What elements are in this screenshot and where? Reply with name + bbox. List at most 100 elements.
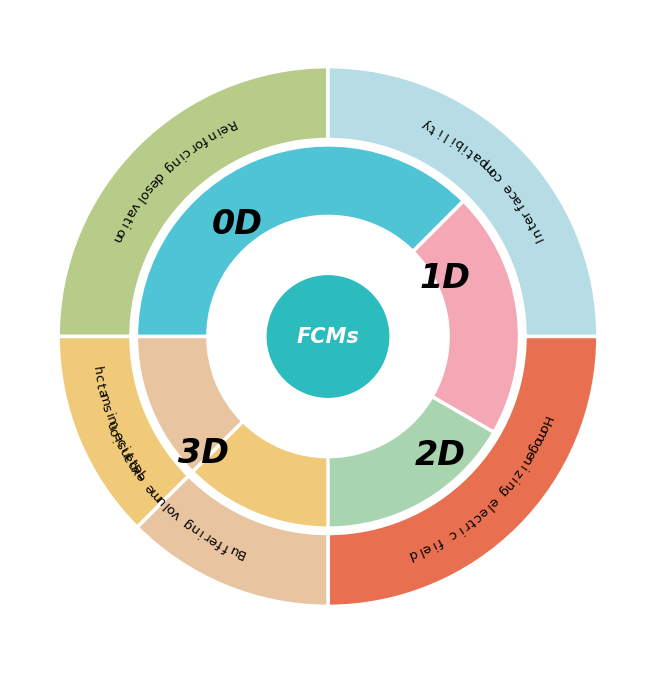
Text: t: t <box>121 451 134 462</box>
Text: e: e <box>522 212 537 225</box>
Text: i: i <box>117 445 131 455</box>
Text: o: o <box>191 135 205 150</box>
Text: l: l <box>441 128 451 141</box>
Wedge shape <box>58 337 328 606</box>
Text: i: i <box>116 220 129 230</box>
Text: n: n <box>529 225 544 239</box>
Text: m: m <box>96 393 112 409</box>
Text: t: t <box>526 220 540 231</box>
Wedge shape <box>58 66 328 337</box>
Text: i: i <box>453 524 464 536</box>
Text: g: g <box>161 159 176 174</box>
Text: s: s <box>98 402 113 413</box>
Text: f: f <box>434 535 445 548</box>
Text: f: f <box>215 536 225 550</box>
Text: c: c <box>491 169 506 184</box>
Wedge shape <box>58 337 189 527</box>
Text: t: t <box>93 382 107 390</box>
Wedge shape <box>192 421 328 528</box>
Text: n: n <box>203 127 217 143</box>
Text: e: e <box>522 448 537 461</box>
Text: L: L <box>133 469 148 482</box>
Text: t: t <box>125 457 138 469</box>
Wedge shape <box>413 201 520 433</box>
Text: a: a <box>129 462 144 477</box>
Text: i: i <box>212 125 222 138</box>
Text: c: c <box>470 509 483 524</box>
Text: 0D: 0D <box>212 208 263 241</box>
Text: d: d <box>150 169 165 184</box>
Text: c: c <box>446 526 459 542</box>
Text: g: g <box>495 483 511 498</box>
Text: g: g <box>181 516 195 531</box>
Text: a: a <box>121 451 136 465</box>
Text: I: I <box>533 234 546 243</box>
Text: s: s <box>140 181 155 195</box>
Text: m: m <box>146 484 165 503</box>
Wedge shape <box>328 337 598 606</box>
Text: 2D: 2D <box>415 439 466 472</box>
Text: H: H <box>538 414 554 428</box>
Text: e: e <box>485 494 501 509</box>
Text: o: o <box>485 164 501 179</box>
Text: l: l <box>482 500 493 513</box>
Text: f: f <box>222 540 232 554</box>
Text: i: i <box>447 132 457 146</box>
Text: e: e <box>133 469 149 484</box>
Text: e: e <box>217 120 230 136</box>
Text: r: r <box>459 519 471 533</box>
Text: c: c <box>178 144 192 159</box>
Text: n: n <box>501 477 516 493</box>
Text: r: r <box>186 140 197 154</box>
Text: l: l <box>159 498 171 510</box>
Text: e: e <box>501 181 516 195</box>
Text: a: a <box>94 388 109 399</box>
Text: h: h <box>90 365 104 376</box>
Text: x: x <box>129 463 144 477</box>
Text: FCMs: FCMs <box>297 326 359 346</box>
Text: c: c <box>505 187 520 201</box>
Text: a: a <box>469 148 483 164</box>
Text: i: i <box>459 141 470 153</box>
Text: o: o <box>107 425 122 438</box>
Text: g: g <box>525 441 541 455</box>
Text: e: e <box>475 504 489 519</box>
Circle shape <box>208 216 448 456</box>
Text: n: n <box>187 520 201 536</box>
Wedge shape <box>136 145 464 337</box>
Text: n: n <box>108 232 124 245</box>
Text: p: p <box>125 457 140 471</box>
Text: e: e <box>143 480 158 495</box>
Text: u: u <box>153 491 168 507</box>
Text: o: o <box>112 225 127 239</box>
Text: o: o <box>136 187 151 201</box>
Text: s: s <box>114 439 129 451</box>
Text: t: t <box>119 214 133 224</box>
Text: a: a <box>510 193 525 207</box>
Text: n: n <box>518 454 533 468</box>
Text: i: i <box>434 125 444 138</box>
Text: t: t <box>464 145 477 158</box>
Text: i: i <box>515 462 528 472</box>
Text: o: o <box>163 502 178 517</box>
Text: m: m <box>478 157 497 176</box>
Text: i: i <box>111 433 125 442</box>
Text: l: l <box>133 195 145 205</box>
Text: u: u <box>227 542 239 557</box>
Wedge shape <box>136 337 243 472</box>
Text: t: t <box>427 121 438 135</box>
Text: i: i <box>102 411 115 419</box>
Text: y: y <box>420 117 432 132</box>
Text: R: R <box>223 117 237 132</box>
Text: d: d <box>406 547 419 561</box>
Circle shape <box>267 276 389 397</box>
Text: 1D: 1D <box>420 262 471 295</box>
Text: l: l <box>415 545 424 558</box>
Text: B: B <box>234 545 247 561</box>
Text: m: m <box>102 414 119 430</box>
Text: t: t <box>464 514 477 528</box>
Wedge shape <box>137 476 328 606</box>
Text: z: z <box>510 467 525 480</box>
Text: e: e <box>110 430 125 443</box>
Text: p: p <box>475 153 489 169</box>
